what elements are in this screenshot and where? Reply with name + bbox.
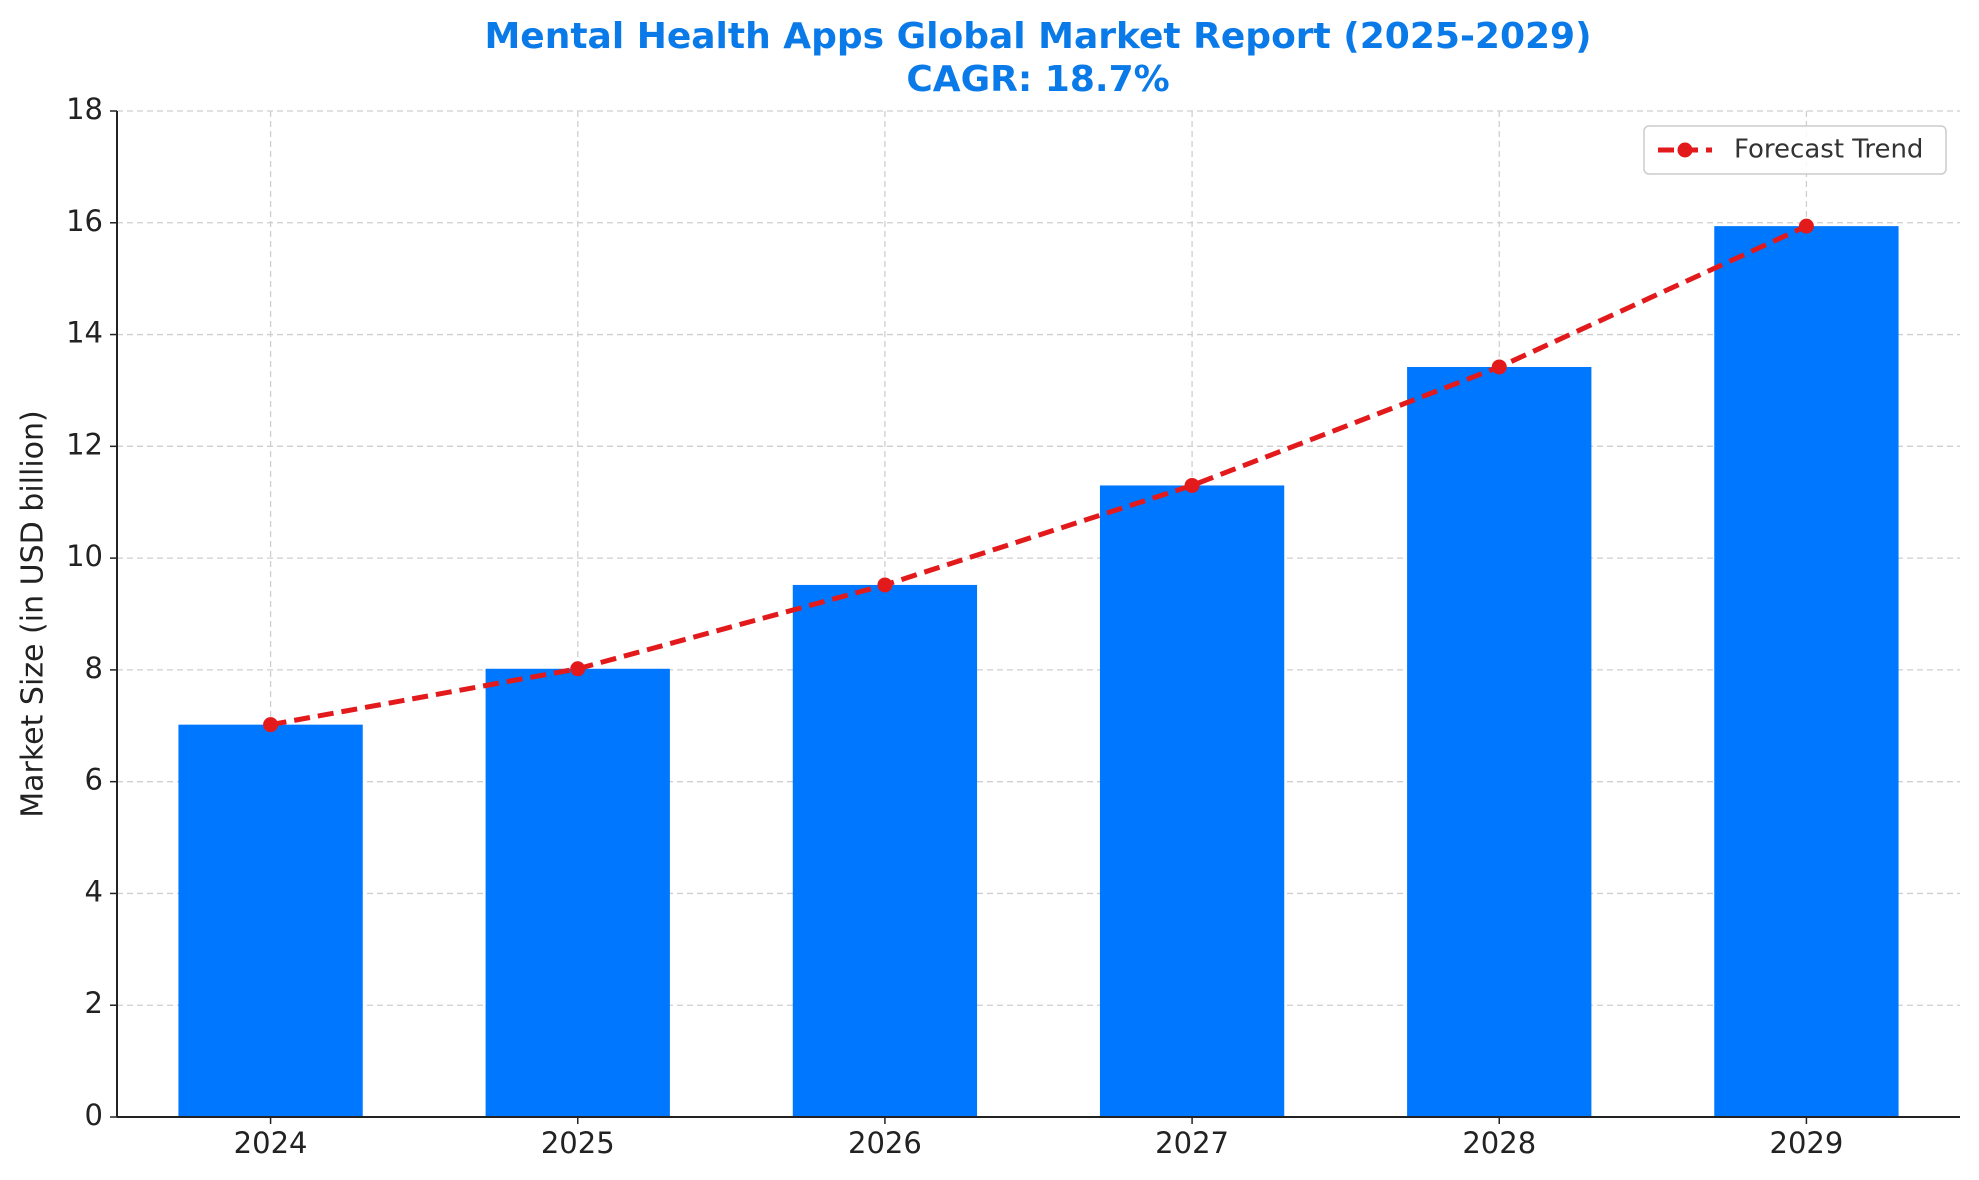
y-tick-label: 12 — [66, 427, 103, 461]
y-tick-label: 18 — [66, 92, 103, 126]
legend-label: Forecast Trend — [1734, 135, 1923, 165]
x-tick-label: 2027 — [1155, 1126, 1229, 1160]
x-tick-label: 2028 — [1462, 1126, 1536, 1160]
chart-subtitle: CAGR: 18.7% — [906, 59, 1169, 100]
x-tick-label: 2029 — [1770, 1126, 1844, 1160]
y-tick-label: 8 — [85, 651, 103, 685]
y-tick-label: 10 — [66, 539, 103, 573]
bar — [178, 724, 363, 1117]
trend-marker — [1798, 218, 1814, 234]
y-tick-label: 6 — [85, 763, 103, 797]
trend-marker — [877, 577, 893, 593]
trend-marker — [1491, 359, 1507, 375]
bar — [485, 668, 670, 1117]
trend-marker — [570, 661, 586, 677]
bar — [792, 584, 978, 1117]
y-tick-label: 2 — [85, 986, 103, 1020]
y-axis-label: Market Size (in USD billion) — [16, 410, 51, 817]
trend-line — [270, 223, 1808, 728]
trend-marker — [263, 717, 279, 733]
trend-marker — [1184, 477, 1200, 493]
y-tick-label: 0 — [85, 1098, 103, 1132]
x-tick-label: 2026 — [848, 1126, 922, 1160]
y-tick-label: 4 — [85, 874, 103, 908]
legend-box — [1643, 125, 1947, 175]
y-tick-label: 16 — [66, 204, 103, 238]
y-tick-label: 14 — [66, 316, 103, 350]
legend-marker — [1677, 142, 1693, 158]
chart-title: Mental Health Apps Global Market Report … — [484, 16, 1591, 57]
bar — [1407, 366, 1592, 1118]
x-tick-label: 2025 — [541, 1126, 615, 1160]
bar — [1714, 226, 1899, 1117]
x-tick-label: 2024 — [234, 1126, 308, 1160]
bar — [1099, 485, 1285, 1117]
